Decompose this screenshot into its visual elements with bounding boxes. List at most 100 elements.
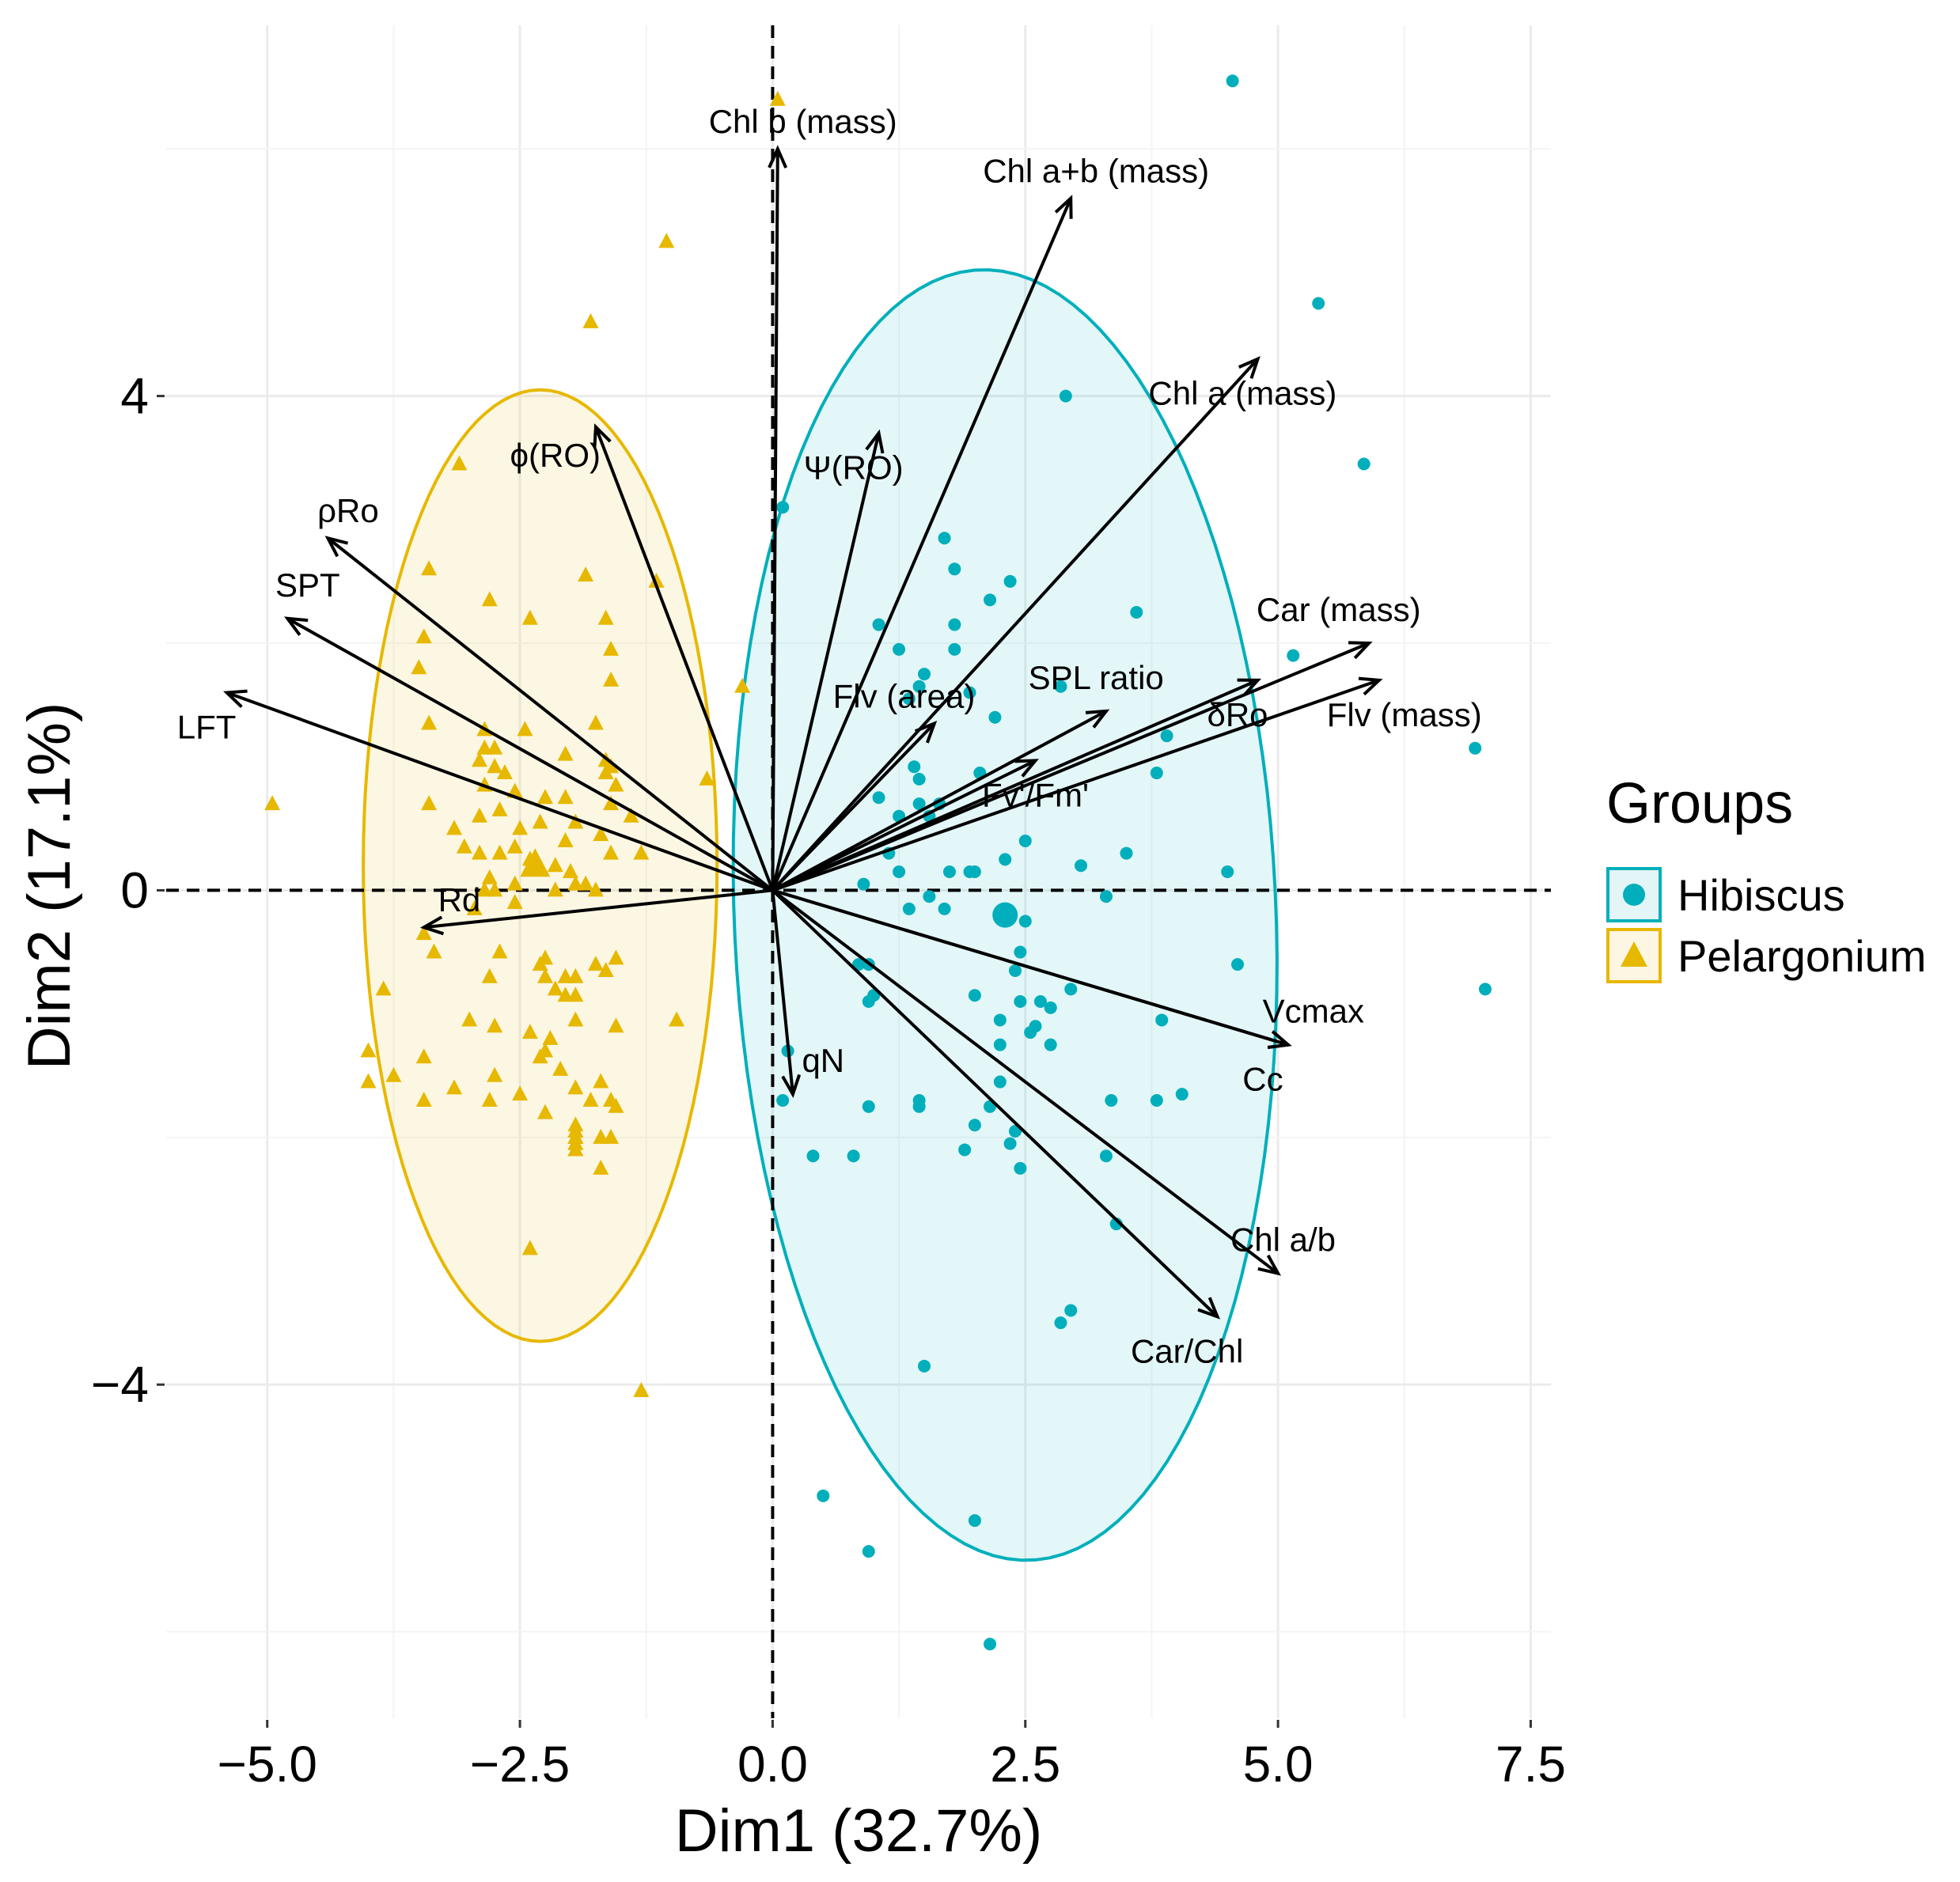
- point-pelargonium: [451, 455, 468, 471]
- point-hibiscus: [862, 995, 875, 1009]
- point-hibiscus: [1018, 834, 1032, 847]
- point-hibiscus: [857, 877, 870, 891]
- point-pelargonium: [582, 312, 599, 328]
- point-hibiscus: [902, 902, 916, 915]
- point-hibiscus: [912, 797, 926, 811]
- y-axis-ticks: −4 0 4: [91, 368, 165, 1413]
- point-pelargonium: [567, 813, 584, 829]
- point-hibiscus: [1130, 605, 1143, 619]
- point-pelargonium: [446, 1079, 463, 1095]
- point-pelargonium: [603, 795, 620, 811]
- point-pelargonium: [426, 943, 442, 959]
- point-pelargonium: [415, 925, 432, 941]
- point-hibiscus: [1160, 729, 1173, 743]
- arrowhead-chl-a-mass: [1238, 356, 1261, 380]
- point-pelargonium: [769, 90, 786, 106]
- point-pelargonium: [360, 1073, 377, 1089]
- point-pelargonium: [487, 1066, 503, 1082]
- point-pelargonium: [521, 1024, 538, 1039]
- point-pelargonium: [669, 1011, 685, 1027]
- point-pelargonium: [466, 899, 483, 915]
- data-points: [264, 74, 1492, 1651]
- point-hibiscus: [1003, 574, 1017, 588]
- point-pelargonium: [532, 1048, 548, 1064]
- point-pelargonium: [487, 881, 503, 897]
- point-hibiscus: [862, 1100, 875, 1113]
- point-pelargonium: [375, 980, 392, 996]
- legend-item-pelargonium: Pelargonium: [1606, 928, 1926, 983]
- point-pelargonium: [521, 609, 538, 625]
- point-pelargonium: [608, 949, 624, 965]
- variable-label-spt: SPT: [275, 566, 340, 604]
- variable-label-chl-a-b-mass: Chl a+b (mass): [983, 153, 1209, 190]
- point-hibiscus: [1469, 741, 1482, 755]
- arrow-ro: [594, 426, 775, 892]
- point-pelargonium: [481, 1091, 498, 1107]
- point-hibiscus: [963, 686, 976, 699]
- point-hibiscus: [1175, 1088, 1189, 1101]
- point-pelargonium: [481, 591, 498, 607]
- point-pelargonium: [699, 770, 715, 786]
- point-pelargonium: [562, 863, 578, 878]
- legend-label-hibiscus: Hibiscus: [1678, 870, 1845, 920]
- point-hibiscus: [938, 532, 951, 545]
- point-hibiscus: [872, 618, 885, 631]
- point-pelargonium: [587, 956, 604, 971]
- point-pelargonium: [567, 1128, 584, 1144]
- point-pelargonium: [603, 640, 620, 656]
- x-tick-label: −2.5: [470, 1736, 570, 1793]
- point-pelargonium: [633, 1382, 650, 1398]
- point-pelargonium: [557, 745, 574, 761]
- x-axis-title: Dim1 (32.7%): [675, 1797, 1043, 1865]
- point-pelargonium: [593, 1159, 609, 1175]
- point-pelargonium: [487, 758, 503, 774]
- point-hibiscus: [993, 1038, 1007, 1051]
- point-pelargonium: [593, 1128, 609, 1144]
- point-pelargonium: [487, 739, 503, 755]
- point-pelargonium: [421, 795, 438, 811]
- point-pelargonium: [593, 826, 609, 842]
- point-hibiscus: [1287, 649, 1300, 662]
- point-hibiscus: [984, 1638, 997, 1651]
- point-hibiscus: [1064, 1304, 1078, 1317]
- arrow-car-mass: [771, 642, 1370, 892]
- point-hibiscus: [1054, 1316, 1067, 1330]
- arrowhead-lft: [223, 689, 248, 708]
- point-pelargonium: [557, 789, 574, 805]
- point-pelargonium: [476, 739, 493, 755]
- point-pelargonium: [360, 1042, 377, 1058]
- point-hibiscus: [1008, 1125, 1022, 1138]
- point-pelargonium: [582, 1091, 599, 1107]
- point-hibiscus: [776, 1093, 790, 1107]
- arrow-chl-a-mass: [771, 358, 1260, 892]
- variable-label-car-chl: Car/Chl: [1131, 1332, 1243, 1369]
- point-hibiscus: [912, 680, 926, 693]
- point-hibiscus: [993, 1013, 1007, 1027]
- grid-lines: [166, 25, 1551, 1718]
- point-pelargonium: [415, 1091, 432, 1107]
- point-pelargonium: [587, 881, 604, 897]
- point-pelargonium: [593, 1073, 609, 1089]
- point-pelargonium: [532, 956, 548, 971]
- x-tick-label: 2.5: [990, 1736, 1060, 1793]
- point-pelargonium: [547, 881, 563, 897]
- point-hibiscus: [893, 642, 906, 656]
- point-hibiscus: [968, 1119, 981, 1132]
- variable-label-vcmax: Vcmax: [1263, 993, 1364, 1030]
- arrow-flv-mass: [771, 678, 1380, 892]
- point-pelargonium: [633, 844, 650, 860]
- legend-title: Groups: [1606, 772, 1793, 835]
- point-hibiscus: [1155, 1013, 1169, 1027]
- variable-label-chl-b-mass: Chl b (mass): [709, 103, 897, 140]
- variable-label-cc: Cc: [1242, 1061, 1283, 1098]
- point-pelargonium: [385, 1066, 402, 1082]
- point-pelargonium: [597, 764, 614, 780]
- legend-label-pelargonium: Pelargonium: [1678, 931, 1926, 981]
- point-pelargonium: [461, 1011, 478, 1027]
- point-pelargonium: [512, 820, 529, 835]
- point-pelargonium: [608, 1017, 624, 1033]
- point-pelargonium: [623, 807, 639, 823]
- arrow-spl-ratio: [771, 710, 1107, 892]
- point-hibiscus: [776, 501, 790, 514]
- point-pelargonium: [597, 961, 614, 977]
